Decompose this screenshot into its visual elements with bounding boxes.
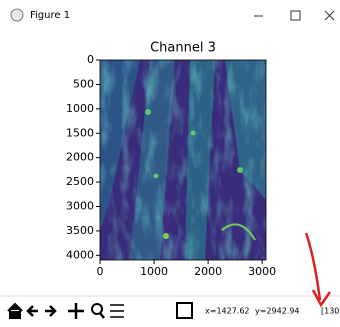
image-spot [145,109,151,115]
window-title: Figure 1 [30,10,70,21]
chart-title: Channel 3 [150,41,216,56]
save-button[interactable] [176,302,193,319]
x-tick-label: 1000 [140,265,168,278]
image-texture [100,60,266,260]
y-tick-label: 2000 [66,151,94,164]
image-spot [153,173,159,179]
axes-frame [99,59,267,261]
coordinate-readout: [130 [321,307,339,316]
home-button[interactable] [7,302,23,319]
configure-button[interactable] [110,304,124,318]
y-tick-label: 500 [73,77,94,90]
coordinate-readout: y=2942.94 [255,307,300,316]
app-icon [10,8,24,22]
image-streak [221,223,256,241]
zoom-button[interactable] [91,303,105,319]
maximize-button[interactable] [290,10,301,21]
y-tick-label: 1500 [66,126,94,139]
forward-button[interactable] [45,305,57,317]
y-tick-label: 3000 [66,200,94,213]
y-tick-label: 0 [87,53,94,66]
x-tick-label: 2000 [194,265,222,278]
title-bar: Figure 1 [10,8,335,22]
close-button[interactable] [324,10,335,21]
coordinate-readout: x=1427.62 [205,307,250,316]
y-tick-label: 1000 [66,102,94,115]
image [99,59,267,261]
pan-button[interactable] [68,303,84,319]
image-spot [190,130,196,136]
toolbar: x=1427.62 y=2942.94 [130 [0,295,340,319]
x-tick-label: 0 [97,265,104,278]
image-spot [163,233,169,239]
image-spot [237,167,243,173]
y-tick-label: 2500 [66,175,94,188]
y-tick-label: 3500 [66,224,94,237]
back-button[interactable] [26,305,38,317]
x-tick-label: 3000 [248,265,276,278]
y-tick-label: 4000 [66,248,94,261]
annotation-arrow [304,232,332,308]
